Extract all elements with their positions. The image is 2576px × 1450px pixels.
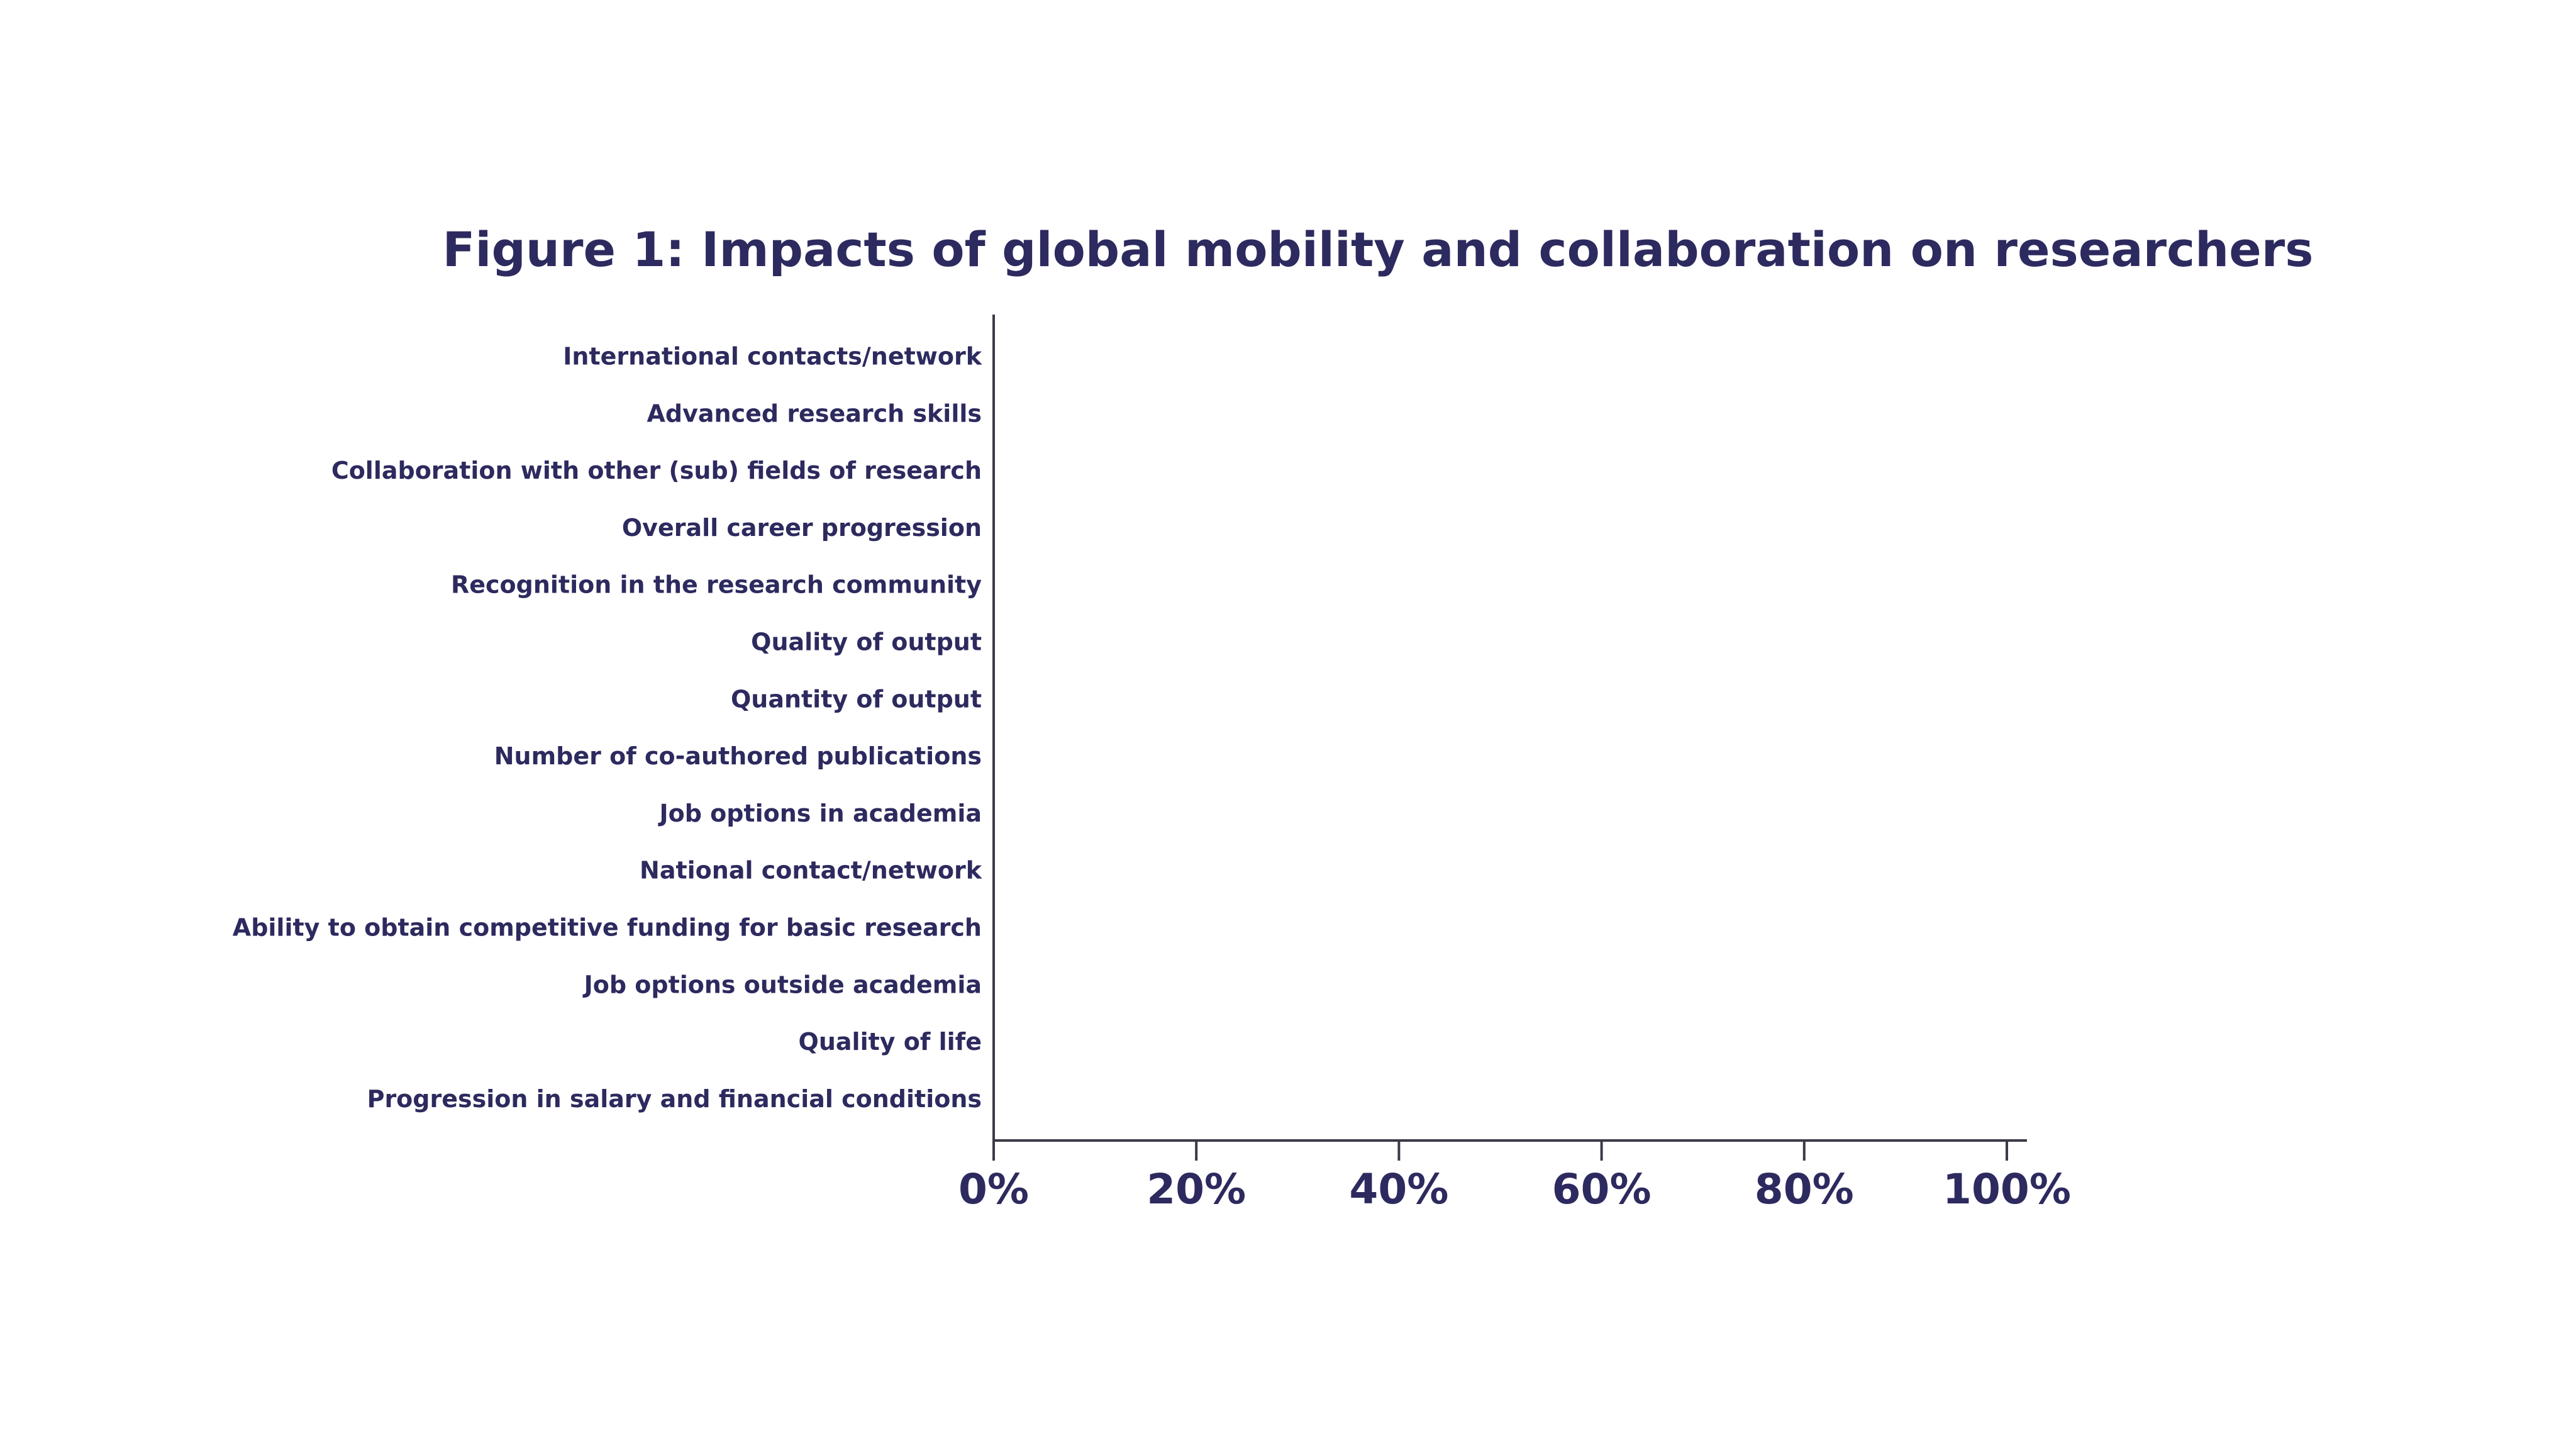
x-tick-label: 100% (1943, 1165, 2071, 1213)
y-tick-label: Overall career progression (622, 514, 982, 542)
chart-title: Figure 1: Impacts of global mobility and… (442, 221, 2313, 277)
y-tick-label: Recognition in the research community (451, 571, 982, 599)
y-tick-label: National contact/network (640, 857, 982, 884)
y-tick-label: Quality of output (751, 628, 982, 656)
y-tick-label: Collaboration with other (sub) fields of… (331, 457, 982, 484)
x-tick-label: 60% (1552, 1165, 1652, 1213)
x-tick-label: 40% (1349, 1165, 1448, 1213)
y-tick-label: Quantity of output (731, 685, 982, 713)
y-tick-label: Advanced research skills (647, 399, 982, 427)
y-tick-label: Ability to obtain competitive funding fo… (233, 914, 982, 942)
y-tick-label: Quality of life (799, 1028, 982, 1056)
y-tick-label: Job options in academia (657, 800, 982, 827)
y-tick-label: Number of co-authored publications (494, 742, 982, 770)
x-tick-label: 80% (1755, 1165, 1854, 1213)
y-tick-label: Progression in salary and financial cond… (367, 1085, 982, 1113)
x-tick-label: 0% (958, 1165, 1029, 1213)
y-tick-label: International contacts/network (563, 343, 982, 371)
y-tick-label: Job options outside academia (582, 971, 982, 998)
x-tick-label: 20% (1146, 1165, 1246, 1213)
